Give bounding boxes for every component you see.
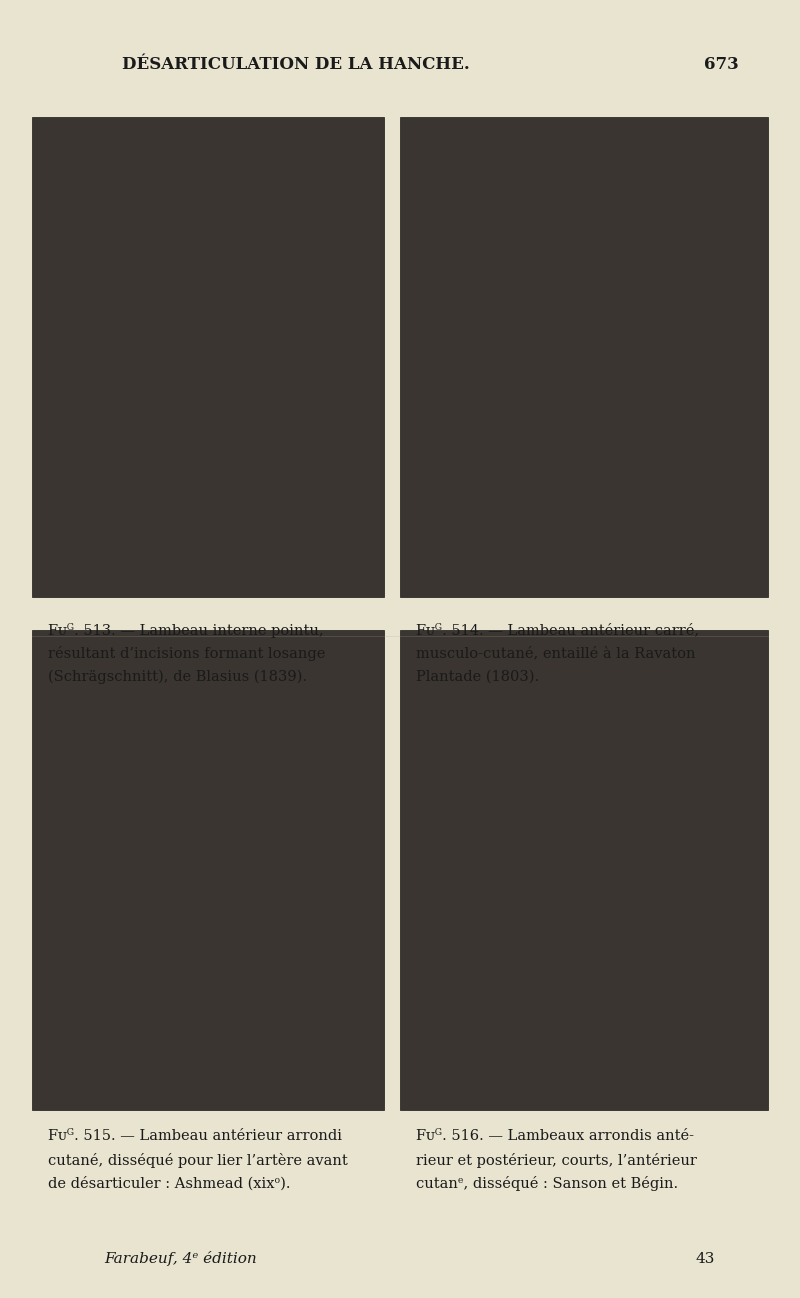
- Text: Fᴜᴳ. 516. — Lambeaux arrondis anté-: Fᴜᴳ. 516. — Lambeaux arrondis anté-: [416, 1129, 694, 1144]
- Text: Plantade (1803).: Plantade (1803).: [416, 670, 539, 684]
- Text: 43: 43: [696, 1251, 715, 1266]
- Text: 673: 673: [704, 56, 738, 73]
- FancyBboxPatch shape: [32, 117, 384, 597]
- Text: rieur et postérieur, courts, l’antérieur: rieur et postérieur, courts, l’antérieur: [416, 1153, 697, 1168]
- FancyBboxPatch shape: [400, 630, 768, 1110]
- Text: Farabeuf, 4ᵉ édition: Farabeuf, 4ᵉ édition: [104, 1250, 257, 1266]
- Text: Fᴜᴳ. 515. — Lambeau antérieur arrondi: Fᴜᴳ. 515. — Lambeau antérieur arrondi: [48, 1129, 342, 1144]
- FancyBboxPatch shape: [32, 630, 384, 1110]
- Text: musculo-cutané, entaillé à la Ravaton: musculo-cutané, entaillé à la Ravaton: [416, 646, 695, 661]
- Text: Fᴜᴳ. 513. — Lambeau interne pointu,: Fᴜᴳ. 513. — Lambeau interne pointu,: [48, 623, 324, 639]
- Text: Fᴜᴳ. 514. — Lambeau antérieur carré,: Fᴜᴳ. 514. — Lambeau antérieur carré,: [416, 623, 699, 637]
- Text: de désarticuler : Ashmead (xixᵒ).: de désarticuler : Ashmead (xixᵒ).: [48, 1176, 290, 1190]
- Text: cutané, disséqué pour lier l’artère avant: cutané, disséqué pour lier l’artère avan…: [48, 1153, 348, 1168]
- Text: cutanᵉ, disséqué : Sanson et Bégin.: cutanᵉ, disséqué : Sanson et Bégin.: [416, 1176, 678, 1192]
- Text: DÉSARTICULATION DE LA HANCHE.: DÉSARTICULATION DE LA HANCHE.: [122, 56, 470, 73]
- FancyBboxPatch shape: [400, 117, 768, 597]
- Text: résultant d’incisions formant losange: résultant d’incisions formant losange: [48, 646, 326, 662]
- Text: (Schrägschnitt), de Blasius (1839).: (Schrägschnitt), de Blasius (1839).: [48, 670, 307, 684]
